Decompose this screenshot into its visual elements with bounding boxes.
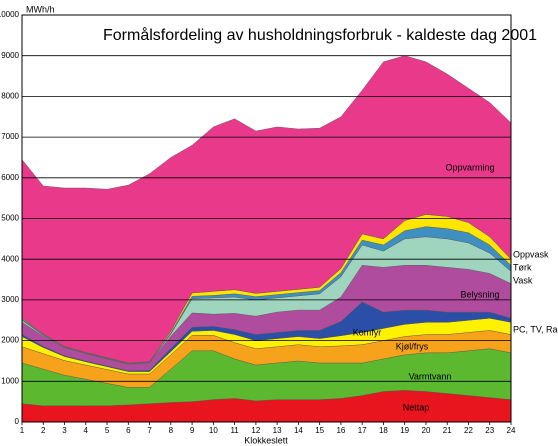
y-tick-label: 0 — [15, 417, 20, 426]
series-label: Nettap — [403, 402, 430, 412]
x-tick-label: 15 — [315, 426, 324, 435]
y-tick-label: 5000 — [1, 214, 19, 223]
x-tick-label: 10 — [209, 426, 218, 435]
plot-frame — [21, 14, 512, 423]
y-tick-label: 7000 — [1, 132, 19, 141]
series-label: Varmtvann — [409, 371, 452, 381]
y-tick-label: 10000 — [0, 10, 20, 19]
series-label: Oppvarming — [445, 162, 494, 172]
x-tick-label: 3 — [62, 426, 67, 435]
x-tick-label: 23 — [485, 426, 494, 435]
series-label: Oppvask — [513, 249, 549, 259]
x-axis-label: Klokkeslett — [244, 435, 288, 445]
chart-title: Formålsfordeling av husholdningsforbruk … — [103, 26, 537, 44]
x-tick-label: 16 — [336, 426, 345, 435]
x-tick-label: 11 — [230, 426, 239, 435]
series-label: Kjøl/frys — [396, 341, 429, 351]
x-tick-label: 1 — [20, 426, 25, 435]
series-label: Komfyr — [353, 327, 382, 337]
y-tick-label: 8000 — [1, 92, 19, 101]
x-tick-label: 17 — [358, 426, 367, 435]
x-tick-label: 14 — [294, 426, 303, 435]
y-tick-label: 3000 — [1, 295, 19, 304]
y-tick-label: 9000 — [1, 51, 19, 60]
x-tick-label: 2 — [41, 426, 46, 435]
areas — [21, 55, 512, 423]
x-tick-label: 13 — [273, 426, 282, 435]
x-tick-label: 5 — [105, 426, 110, 435]
x-tick-label: 18 — [379, 426, 388, 435]
series-label: Belysning — [460, 289, 499, 299]
y-tick-label: 1000 — [1, 376, 19, 385]
y-axis-label: MWh/h — [26, 4, 55, 14]
x-tick-label: 22 — [464, 426, 473, 435]
x-tick-label: 6 — [126, 426, 131, 435]
x-tick-label: 7 — [147, 426, 152, 435]
series-label: Tørk — [513, 262, 532, 272]
x-tick-label: 4 — [84, 426, 89, 435]
x-tick-label: 24 — [507, 426, 516, 435]
x-tick-label: 12 — [251, 426, 260, 435]
y-tick-label: 6000 — [1, 173, 19, 182]
x-tick-label: 19 — [400, 426, 409, 435]
x-tick-label: 8 — [169, 426, 174, 435]
series-label: PC, TV, Radio — [513, 324, 558, 334]
x-tick-label: 9 — [190, 426, 195, 435]
y-tick-label: 4000 — [1, 254, 19, 263]
y-tick-label: 2000 — [1, 336, 19, 345]
x-tick-label: 21 — [443, 426, 452, 435]
series-label: Vask — [513, 275, 533, 285]
x-tick-label: 20 — [422, 426, 431, 435]
